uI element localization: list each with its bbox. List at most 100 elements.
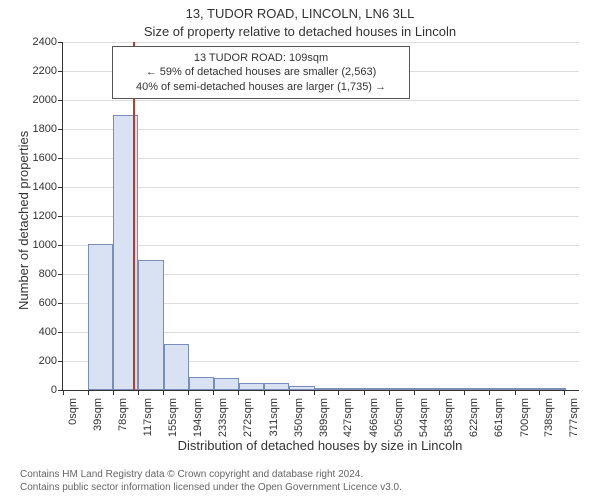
y-tick-label: 600 (23, 297, 57, 309)
annotation-line3: 40% of semi-detached houses are larger (… (121, 80, 401, 94)
histogram-bar (264, 383, 289, 390)
annotation-box: 13 TUDOR ROAD: 109sqm ← 59% of detached … (112, 46, 410, 99)
y-tick-mark (58, 245, 63, 246)
y-tick-label: 400 (23, 326, 57, 338)
x-tick-mark (389, 390, 390, 395)
x-tick-mark (414, 390, 415, 395)
y-tick-mark (58, 187, 63, 188)
histogram-bar (491, 388, 516, 390)
x-tick-label: 583sqm (443, 398, 455, 442)
y-tick-mark (58, 361, 63, 362)
histogram-bar (340, 388, 365, 390)
y-tick-mark (58, 71, 63, 72)
gridline (63, 158, 579, 159)
x-tick-mark (113, 390, 114, 395)
histogram-bar (289, 386, 314, 390)
y-tick-mark (58, 216, 63, 217)
histogram-bar (239, 383, 264, 390)
y-tick-label: 1800 (23, 123, 57, 135)
x-tick-mark (163, 390, 164, 395)
histogram-bar (315, 388, 340, 390)
credit-line2: Contains public sector information licen… (20, 481, 402, 494)
y-tick-label: 2000 (23, 94, 57, 106)
histogram-bar (189, 377, 214, 390)
x-tick-label: 194sqm (192, 398, 204, 442)
histogram-bar (440, 388, 465, 390)
y-tick-label: 1400 (23, 181, 57, 193)
histogram-bar (415, 388, 440, 390)
y-tick-label: 2200 (23, 65, 57, 77)
x-tick-mark (464, 390, 465, 395)
x-tick-label: 661sqm (493, 398, 505, 442)
annotation-line2: ← 59% of detached houses are smaller (2,… (121, 65, 401, 79)
x-tick-label: 505sqm (393, 398, 405, 442)
gridline (63, 187, 579, 188)
x-tick-label: 427sqm (342, 398, 354, 442)
y-tick-label: 2400 (23, 36, 57, 48)
x-tick-label: 350sqm (293, 398, 305, 442)
credit-line1: Contains HM Land Registry data © Crown c… (20, 468, 402, 481)
y-tick-label: 200 (23, 355, 57, 367)
x-tick-label: 700sqm (519, 398, 531, 442)
gridline (63, 129, 579, 130)
x-tick-mark (63, 390, 64, 395)
histogram-bar (541, 388, 566, 390)
y-tick-mark (58, 129, 63, 130)
x-tick-mark (264, 390, 265, 395)
x-tick-mark (314, 390, 315, 395)
y-tick-label: 800 (23, 268, 57, 280)
x-tick-label: 78sqm (117, 398, 129, 442)
x-tick-label: 311sqm (268, 398, 280, 442)
chart-title-sub: Size of property relative to detached ho… (0, 24, 600, 39)
chart-container: 13, TUDOR ROAD, LINCOLN, LN6 3LL Size of… (0, 0, 600, 500)
gridline (63, 100, 579, 101)
y-tick-mark (58, 274, 63, 275)
x-tick-mark (213, 390, 214, 395)
annotation-line1: 13 TUDOR ROAD: 109sqm (121, 51, 401, 65)
y-tick-mark (58, 303, 63, 304)
x-tick-label: 738sqm (543, 398, 555, 442)
x-tick-mark (539, 390, 540, 395)
histogram-bar (365, 388, 390, 390)
histogram-bar (465, 388, 490, 390)
histogram-bar (214, 378, 239, 390)
x-tick-mark (364, 390, 365, 395)
histogram-bar (164, 344, 189, 390)
x-tick-label: 272sqm (242, 398, 254, 442)
histogram-bar (516, 388, 541, 390)
x-tick-mark (238, 390, 239, 395)
x-tick-label: 544sqm (418, 398, 430, 442)
x-tick-mark (88, 390, 89, 395)
x-tick-mark (289, 390, 290, 395)
y-tick-mark (58, 100, 63, 101)
y-tick-label: 1200 (23, 210, 57, 222)
y-tick-label: 1600 (23, 152, 57, 164)
x-tick-label: 155sqm (167, 398, 179, 442)
histogram-bar (88, 244, 113, 390)
x-tick-mark (338, 390, 339, 395)
gridline (63, 245, 579, 246)
y-tick-label: 0 (23, 384, 57, 396)
gridline (63, 42, 579, 43)
histogram-bar (390, 388, 415, 390)
x-tick-label: 622sqm (468, 398, 480, 442)
x-tick-mark (439, 390, 440, 395)
x-tick-mark (188, 390, 189, 395)
x-tick-label: 777sqm (568, 398, 580, 442)
x-tick-label: 39sqm (92, 398, 104, 442)
x-tick-label: 117sqm (142, 398, 154, 442)
x-tick-label: 389sqm (318, 398, 330, 442)
y-tick-mark (58, 42, 63, 43)
y-tick-mark (58, 332, 63, 333)
x-tick-label: 466sqm (368, 398, 380, 442)
x-tick-mark (489, 390, 490, 395)
histogram-bar (138, 260, 163, 391)
credit-text: Contains HM Land Registry data © Crown c… (20, 468, 402, 494)
y-tick-mark (58, 158, 63, 159)
chart-title-main: 13, TUDOR ROAD, LINCOLN, LN6 3LL (0, 6, 600, 21)
x-axis-label: Distribution of detached houses by size … (62, 438, 578, 453)
x-tick-label: 233sqm (217, 398, 229, 442)
y-tick-label: 1000 (23, 239, 57, 251)
gridline (63, 216, 579, 217)
x-tick-label: 0sqm (67, 398, 79, 442)
